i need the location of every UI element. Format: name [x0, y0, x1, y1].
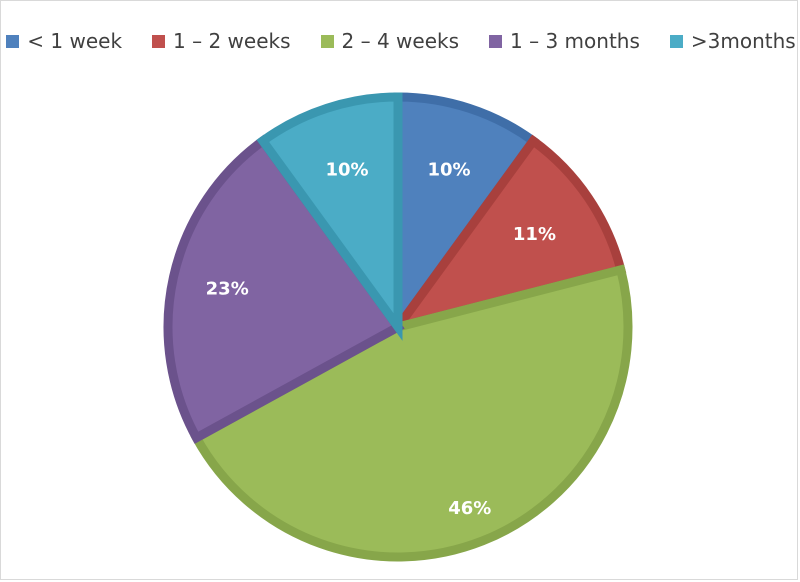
legend-swatch-gt-3-months — [669, 34, 683, 48]
legend-item-gt-3-months: >3months — [669, 29, 796, 53]
legend-swatch-1-2-weeks — [152, 34, 166, 48]
legend-label-lt-1-week: < 1 week — [27, 29, 123, 53]
legend-item-1-3-months: 1 – 3 months — [489, 29, 640, 53]
slice-label-gt-3-months: 10% — [325, 160, 368, 181]
pie-slice-lt-1-week — [393, 92, 540, 341]
pie-slice-gt-3-months — [256, 92, 403, 341]
legend-swatch-lt-1-week — [6, 34, 20, 48]
slice-label-2-4-weeks: 46% — [448, 498, 491, 519]
legend-item-lt-1-week: < 1 week — [6, 29, 122, 53]
legend-swatch-2-4-weeks — [320, 34, 334, 48]
slice-label-1-2-weeks: 11% — [513, 224, 556, 245]
legend-label-1-2-weeks: 1 – 2 weeks — [173, 29, 291, 53]
slice-label-lt-1-week: 10% — [427, 160, 470, 181]
legend: < 1 week 1 – 2 weeks 2 – 4 weeks 1 – 3 m… — [1, 29, 800, 53]
legend-swatch-1-3-months — [489, 34, 503, 48]
legend-label-gt-3-months: >3months — [690, 29, 796, 53]
legend-label-2-4-weeks: 2 – 4 weeks — [341, 29, 460, 53]
legend-item-2-4-weeks: 2 – 4 weeks — [320, 29, 460, 53]
legend-label-1-3-months: 1 – 3 months — [510, 29, 640, 53]
legend-item-1-2-weeks: 1 – 2 weeks — [152, 29, 291, 53]
pie-slice-2-4-weeks — [190, 264, 633, 562]
pie-slice-1-3-months — [163, 134, 405, 444]
slice-label-1-3-months: 23% — [206, 278, 249, 299]
